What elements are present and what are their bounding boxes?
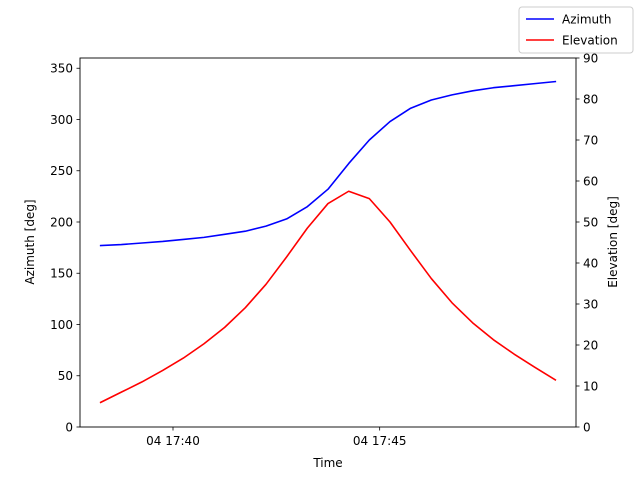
x-axis-label: Time <box>312 456 342 470</box>
right-tick-label: 80 <box>583 92 598 106</box>
x-tick-label: 04 17:40 <box>146 434 200 448</box>
right-tick-label: 40 <box>583 256 598 270</box>
right-tick-label: 70 <box>583 133 598 147</box>
left-tick-label: 200 <box>50 215 73 229</box>
left-axis: 0 50 100 150 200 250 300 350 <box>50 62 80 434</box>
series-line-elevation <box>99 190 557 404</box>
left-tick-label: 50 <box>58 369 73 383</box>
left-tick-label: 250 <box>50 164 73 178</box>
right-tick-label: 30 <box>583 297 598 311</box>
left-tick-label: 0 <box>65 420 73 434</box>
legend-label-elevation: Elevation <box>562 34 618 48</box>
right-tick-label: 20 <box>583 338 598 352</box>
series-layer <box>99 80 557 404</box>
legend-label-azimuth: Azimuth <box>562 13 611 27</box>
left-tick-label: 350 <box>50 62 73 76</box>
right-tick-label: 10 <box>583 379 598 393</box>
y-axis-label-right: Elevation [deg] <box>606 196 620 288</box>
plot-frame <box>79 57 577 428</box>
right-tick-label: 60 <box>583 174 598 188</box>
legend: Azimuth Elevation <box>518 6 634 54</box>
right-tick-label: 0 <box>583 420 591 434</box>
right-axis: 0 10 20 30 40 50 60 70 80 90 <box>576 51 598 434</box>
y-axis-label-left: Azimuth [deg] <box>23 199 37 284</box>
left-tick-label: 300 <box>50 113 73 127</box>
right-tick-label: 90 <box>583 51 598 65</box>
series-line-azimuth <box>99 80 557 247</box>
plot-area <box>79 57 577 428</box>
x-axis: 04 17:40 04 17:45 <box>146 427 407 448</box>
right-tick-label: 50 <box>583 215 598 229</box>
left-tick-label: 100 <box>50 318 73 332</box>
left-tick-label: 150 <box>50 267 73 281</box>
x-tick-label: 04 17:45 <box>353 434 407 448</box>
